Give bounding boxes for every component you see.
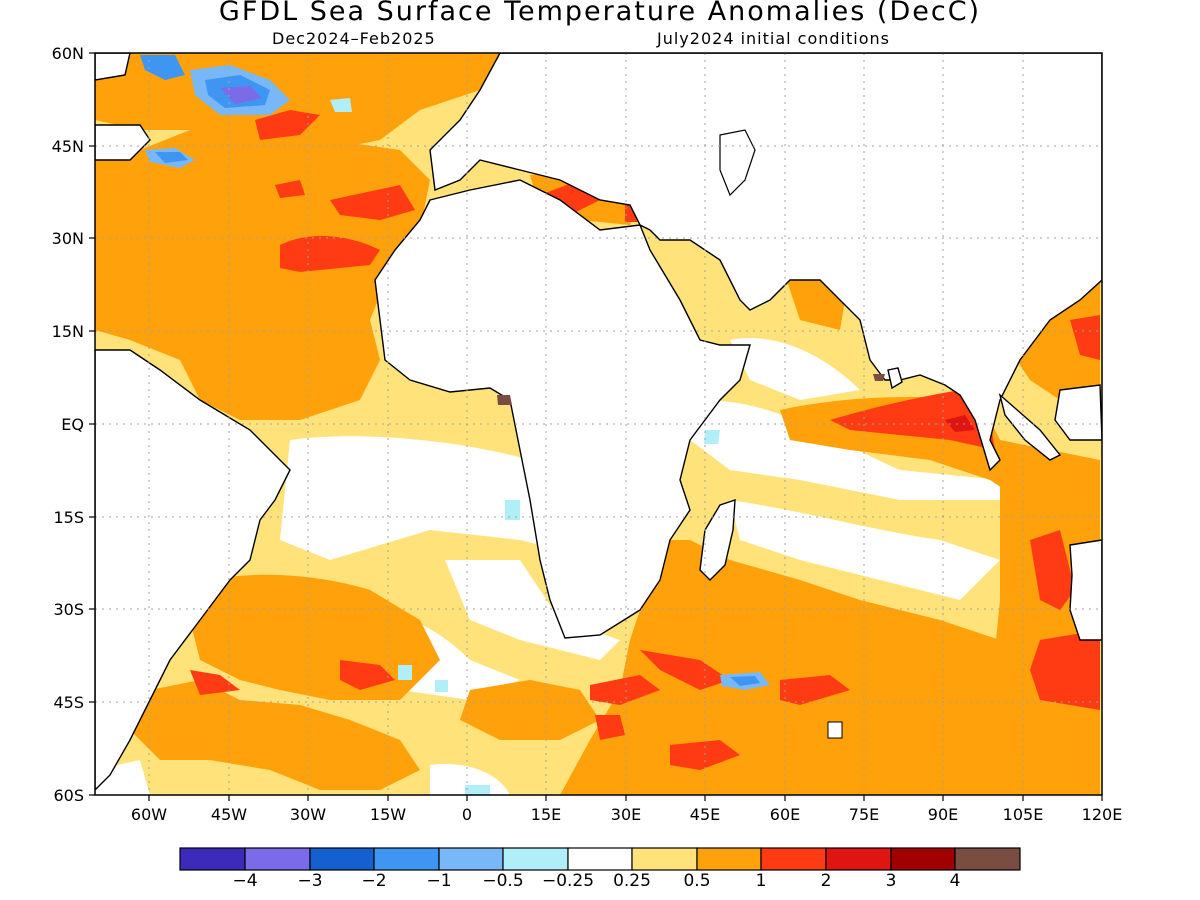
lon-label-15w: 15W — [370, 805, 406, 824]
colorbar-box-3 — [309, 847, 375, 871]
initial-conditions: July2024 initial conditions — [657, 29, 890, 48]
colorbar-label-2: −3 — [297, 871, 323, 891]
lon-label-15e: 15E — [531, 805, 561, 824]
lon-label-60e: 60E — [770, 805, 800, 824]
colorbar-box-4 — [373, 847, 440, 871]
lon-label-105e: 105E — [1003, 805, 1044, 824]
forecast-period: Dec2024–Feb2025 — [272, 29, 436, 48]
colorbar-label-3: −2 — [361, 871, 387, 891]
colorbar-box-7 — [567, 847, 633, 871]
tick-marks — [89, 52, 1103, 801]
colorbar-box-13 — [954, 847, 1021, 871]
lat-label-45s: 45S — [53, 693, 84, 712]
colorbar-label-11: 3 — [885, 871, 897, 891]
colorbar-label-12: 4 — [949, 871, 961, 891]
colorbar-label-4: −1 — [426, 871, 452, 891]
lon-label-60w: 60W — [131, 805, 167, 824]
lon-label-45w: 45W — [211, 805, 247, 824]
lat-label-60s: 60S — [53, 786, 84, 805]
lat-label-60n: 60N — [52, 44, 84, 63]
latitude-labels: 60N 45N 30N 15N EQ 15S 30S 45S 60S — [52, 44, 84, 805]
colorbar-label-9: 1 — [755, 871, 767, 891]
colorbar-box-1 — [179, 847, 246, 871]
lon-label-30w: 30W — [290, 805, 326, 824]
lon-label-75e: 75E — [849, 805, 879, 824]
colorbar-box-6 — [502, 847, 569, 871]
colorbar-box-10 — [760, 847, 827, 871]
colorbar-label-5: −0.5 — [482, 871, 524, 891]
lon-label-30e: 30E — [611, 805, 641, 824]
lon-label-0: 0 — [462, 805, 472, 824]
colorbar-box-8 — [631, 847, 698, 871]
colorbar-box-2 — [244, 847, 311, 871]
colorbar-label-10: 2 — [820, 871, 832, 891]
colorbar-box-11 — [825, 847, 892, 871]
lat-label-45n: 45N — [52, 137, 84, 156]
gridlines — [95, 53, 1102, 795]
lon-label-120e: 120E — [1082, 805, 1123, 824]
colorbar-box-9 — [696, 847, 762, 871]
longitude-labels: 60W 45W 30W 15W 0 15E 30E 45E 60E 75E 90… — [131, 805, 1122, 824]
anomaly-field — [95, 53, 1102, 795]
lat-label-30s: 30S — [53, 600, 84, 619]
lat-label-30n: 30N — [52, 229, 84, 248]
colorbar-label-7: 0.25 — [613, 871, 651, 891]
lon-label-45e: 45E — [690, 805, 720, 824]
colorbar-label-8: 0.5 — [683, 871, 711, 891]
land-masses — [95, 53, 1102, 791]
lon-label-90e: 90E — [928, 805, 958, 824]
colorbar — [179, 847, 1021, 871]
lat-label-15n: 15N — [52, 322, 84, 341]
lat-label-15s: 15S — [53, 508, 84, 527]
colorbar-box-12 — [890, 847, 956, 871]
colorbar-label-1: −4 — [232, 871, 258, 891]
map-title: GFDL Sea Surface Temperature Anomalies (… — [218, 0, 982, 27]
lat-label-eq: EQ — [61, 415, 84, 434]
colorbar-label-6: −0.25 — [541, 871, 595, 891]
colorbar-box-5 — [438, 847, 504, 871]
